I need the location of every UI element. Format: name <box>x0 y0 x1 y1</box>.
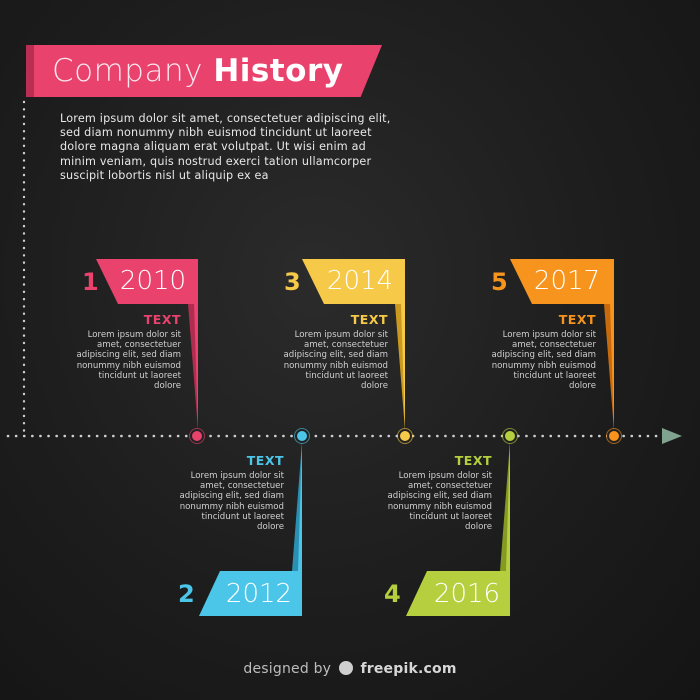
timeline-arrow-icon <box>662 428 682 444</box>
milestone-5-graphic <box>510 259 622 444</box>
milestone-1-node <box>190 429 204 443</box>
milestone-2-year: 2012 <box>225 579 293 609</box>
milestone-1-banner <box>96 259 198 304</box>
footer-prefix: designed by <box>243 661 332 677</box>
milestone-3-description: Lorem ipsum dolor sit amet, consectetuer… <box>283 330 388 392</box>
milestone-2-number: 2 <box>178 580 195 608</box>
milestone-4-graphic <box>406 428 518 616</box>
milestone-3-title: TEXT <box>350 312 388 327</box>
milestone-1-graphic <box>96 259 205 444</box>
milestone-4-title: TEXT <box>454 453 492 468</box>
title-light: Company <box>52 53 203 89</box>
title-banner <box>26 45 382 97</box>
title-banner-stripe <box>26 45 34 97</box>
milestone-2-description: Lorem ipsum dolor sit amet, consectetuer… <box>179 471 284 533</box>
milestone-1-year: 2010 <box>119 266 187 296</box>
milestone-2-banner <box>199 571 302 616</box>
milestone-3-node <box>398 429 412 443</box>
milestone-5-year: 2017 <box>533 266 601 296</box>
title-bold: History <box>213 53 344 89</box>
milestone-3-year: 2014 <box>326 266 394 296</box>
intro-paragraph: Lorem ipsum dolor sit amet, consectetuer… <box>60 112 391 182</box>
milestone-2-node <box>295 429 309 443</box>
milestone-5-banner <box>510 259 614 304</box>
milestone-2-title: TEXT <box>246 453 284 468</box>
milestone-1-number: 1 <box>82 268 99 296</box>
milestone-1-pointer-face <box>194 304 198 430</box>
milestone-1-description: Lorem ipsum dolor sit amet, consectetuer… <box>76 330 181 392</box>
page-title: Company History <box>52 52 343 90</box>
milestone-4-banner <box>406 571 510 616</box>
milestone-5-title: TEXT <box>558 312 596 327</box>
milestone-4-description: Lorem ipsum dolor sit amet, consectetuer… <box>387 471 492 533</box>
milestone-3-graphic <box>302 259 413 444</box>
milestone-4-year: 2016 <box>433 579 501 609</box>
milestone-3-number: 3 <box>284 268 301 296</box>
milestone-4-number: 4 <box>384 580 401 608</box>
milestone-5-description: Lorem ipsum dolor sit amet, consectetuer… <box>491 330 596 392</box>
milestone-5-number: 5 <box>491 268 508 296</box>
milestone-4-node <box>503 429 517 443</box>
footer-brand[interactable]: freepik.com <box>360 661 457 677</box>
milestone-5-node <box>607 429 621 443</box>
milestone-3-banner <box>302 259 405 304</box>
freepik-logo-icon <box>338 661 353 675</box>
footer-credit: designed by freepik.com <box>0 661 700 677</box>
milestone-1-title: TEXT <box>143 312 181 327</box>
milestone-2-graphic <box>199 428 310 616</box>
